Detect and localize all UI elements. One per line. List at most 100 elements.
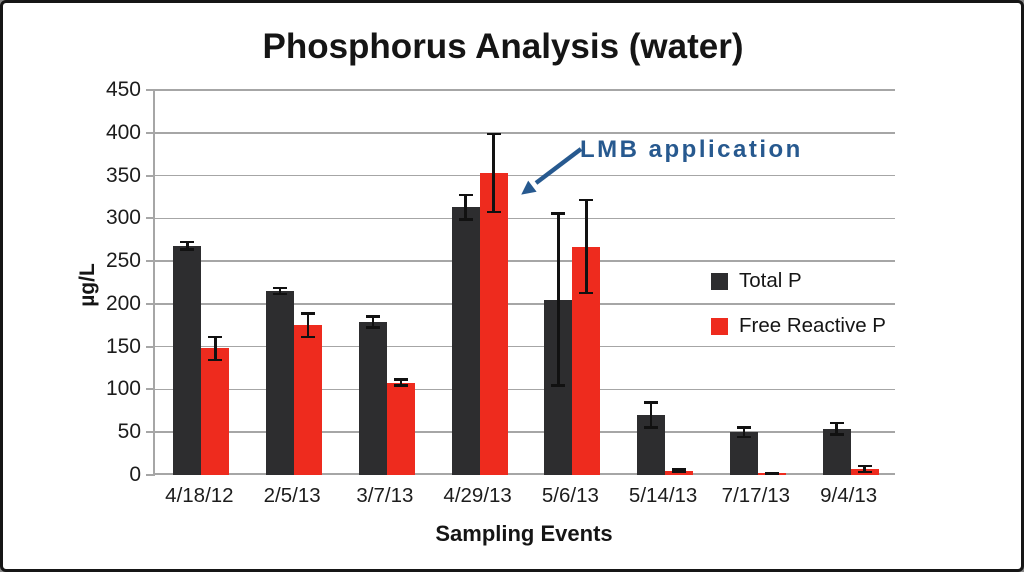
y-axis-tick-labels: 0 50 100 150 200 250 300 350 400 450 (3, 78, 141, 490)
error-bar-free-reactive-p-5-6-13 (579, 198, 594, 295)
error-bar-line (464, 193, 467, 221)
x-tick-label-5-14-13: 5/14/13 (628, 484, 698, 507)
error-bar-cap (857, 464, 872, 468)
error-bar-cap (393, 384, 408, 387)
bar-total-p-7-17-13 (729, 432, 758, 475)
error-bar-free-reactive-p-3-7-13 (393, 378, 408, 387)
error-bar-cap (579, 198, 594, 202)
legend: Total P Free Reactive P (711, 269, 886, 338)
x-tick-label-5-6-13: 5/6/13 (541, 484, 599, 507)
gridline-300 (155, 217, 895, 220)
x-tick-label-9-4-13: 9/4/13 (820, 484, 878, 507)
gridline-150 (155, 345, 895, 348)
error-bar-free-reactive-p-7-17-13 (764, 472, 779, 475)
y-tick-250 (146, 260, 155, 263)
gridline-450 (155, 89, 895, 91)
error-bar-cap (301, 312, 316, 315)
gridline-100 (155, 388, 895, 391)
error-bar-cap (365, 326, 380, 329)
annotation-arrow-icon (521, 147, 583, 195)
y-tick-450 (146, 89, 155, 91)
error-bar-cap (829, 433, 844, 436)
error-bar-free-reactive-p-2-5-13 (301, 312, 316, 339)
legend-swatch-total-p (711, 272, 728, 290)
error-bar-line (863, 464, 866, 474)
error-bar-cap (208, 358, 223, 362)
x-axis-title: Sampling Events (435, 521, 613, 546)
error-bar-cap (365, 315, 380, 318)
error-bar-cap (644, 426, 659, 429)
error-bar-total-p-2-5-13 (273, 286, 288, 296)
y-tick-label-150: 150 (105, 334, 141, 358)
error-bar-line (214, 335, 217, 362)
error-bar-total-p-4-18-12 (180, 240, 195, 251)
error-bar-free-reactive-p-9-4-13 (857, 464, 872, 474)
error-bar-line (585, 198, 588, 295)
error-bar-cap (301, 335, 316, 339)
error-bar-cap (458, 193, 473, 197)
error-bar-cap (486, 132, 501, 136)
y-tick-label-200: 200 (105, 291, 141, 315)
error-bar-total-p-7-17-13 (736, 426, 751, 439)
legend-label-free-reactive-p: Free Reactive P (739, 314, 886, 337)
legend-label-total-p: Total P (739, 269, 802, 292)
gridline-200 (155, 303, 895, 305)
error-bar-cap (579, 291, 594, 295)
error-bar-cap (180, 248, 195, 251)
error-bar-cap (393, 378, 408, 381)
error-bar-total-p-3-7-13 (365, 315, 380, 329)
error-bar-line (557, 212, 560, 387)
y-tick-100 (146, 388, 155, 391)
error-bar-cap (458, 218, 473, 221)
gridline-50 (155, 431, 895, 433)
error-bar-line (835, 421, 838, 436)
y-tick-350 (146, 174, 155, 177)
error-bar-cap (551, 384, 566, 387)
error-bar-cap (273, 286, 288, 290)
y-tick-label-350: 350 (105, 163, 141, 187)
error-bar-cap (829, 421, 844, 425)
error-bar-cap (736, 435, 751, 439)
error-bar-free-reactive-p-4-29-13 (486, 132, 501, 214)
gridline-400 (155, 132, 895, 134)
x-tick-label-4-29-13: 4/29/13 (443, 484, 512, 507)
plot-area (146, 89, 895, 476)
y-tick-label-100: 100 (105, 377, 141, 401)
y-tick-label-450: 450 (105, 78, 141, 101)
x-tick-label-3-7-13: 3/7/13 (356, 484, 414, 507)
error-bar-line (742, 426, 746, 439)
error-bar-line (649, 401, 653, 429)
error-bar-line (492, 132, 495, 214)
error-bar-total-p-9-4-13 (829, 421, 844, 436)
y-tick-0 (146, 474, 155, 476)
y-tick-50 (146, 431, 155, 434)
legend-swatch-free-reactive-p (711, 317, 728, 335)
error-bar-line (677, 468, 681, 474)
y-tick-label-300: 300 (105, 206, 141, 230)
error-bar-cap (180, 240, 195, 244)
error-bar-free-reactive-p-5-14-13 (672, 468, 687, 474)
error-bar-total-p-5-6-13 (551, 212, 566, 387)
x-tick-label-4-18-12: 4/18/12 (165, 484, 234, 507)
error-bar-line (186, 240, 189, 251)
error-bar-cap (551, 212, 566, 215)
y-tick-150 (146, 345, 155, 348)
error-bar-free-reactive-p-4-18-12 (208, 335, 223, 362)
x-tick-label-2-5-13: 2/5/13 (263, 484, 321, 507)
bar-total-p-2-5-13 (266, 291, 295, 475)
bar-total-p-3-7-13 (358, 321, 387, 475)
gridline-250 (155, 260, 895, 262)
legend-item-total-p: Total P (711, 269, 886, 293)
legend-item-free-reactive-p: Free Reactive P (711, 314, 886, 338)
error-bar-total-p-5-14-13 (644, 401, 659, 429)
y-tick-label-50: 50 (117, 420, 141, 444)
x-axis-tick-labels: 4/18/12 2/5/13 3/7/13 4/29/13 5/6/13 5/14/13 7… (153, 484, 895, 510)
bar-total-p-4-18-12 (173, 245, 202, 475)
x-tick-label-7-17-13: 7/17/13 (721, 484, 791, 507)
error-bar-cap (208, 335, 223, 339)
error-bar-cap (273, 292, 288, 296)
y-tick-label-0: 0 (129, 463, 141, 486)
error-bar-cap (644, 401, 659, 404)
y-tick-300 (146, 217, 155, 220)
